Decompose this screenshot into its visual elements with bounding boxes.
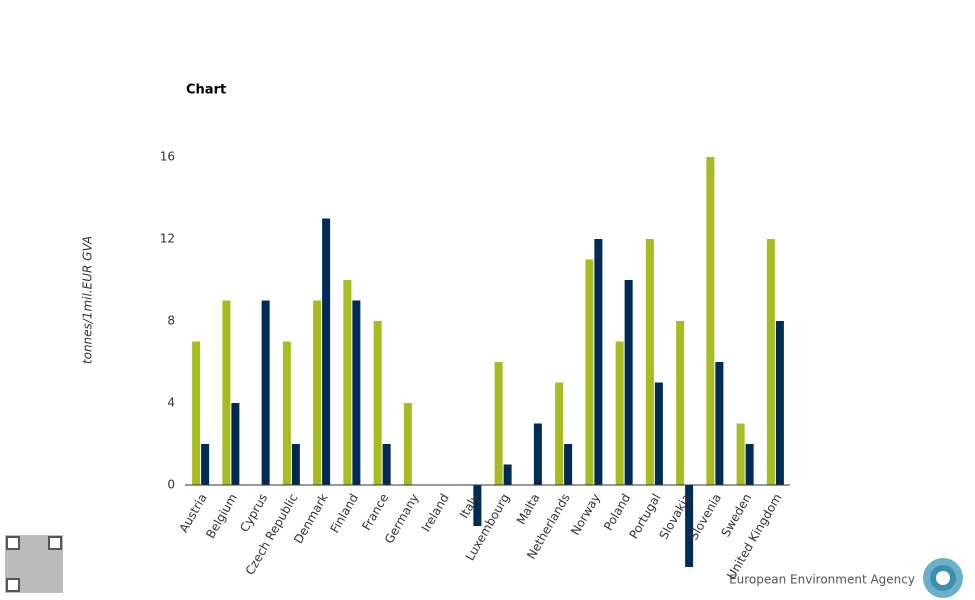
bar [745,444,754,485]
bar [291,444,300,485]
bar [706,157,715,485]
x-tick-label: Ireland [419,491,452,534]
y-tick-label: 16 [160,150,175,164]
bar [533,423,542,485]
bar [585,259,594,485]
bar [382,444,391,485]
bar [715,362,724,485]
x-tick-label: France [359,491,391,533]
y-tick-label: 0 [167,478,175,492]
y-tick-label: 8 [167,314,175,328]
bar [403,403,412,485]
bar [503,464,512,485]
x-tick-label: Cyprus [237,491,270,534]
bar [473,485,482,526]
y-axis-label: tonnes/1mil.EUR GVA [81,236,95,364]
y-tick-label: 4 [167,396,175,410]
bar [676,321,685,485]
agency-name: European Environment Agency [729,573,915,587]
bar [231,403,240,485]
bar [624,280,633,485]
bar [494,362,503,485]
bar [192,341,201,485]
qr-code [5,535,63,593]
bar [594,239,603,485]
bar [313,300,322,485]
x-tick-label: Norway [568,491,603,537]
bar [555,382,564,485]
bar [775,321,784,485]
bar [201,444,210,485]
bar [685,485,694,567]
bar [736,423,745,485]
bar [564,444,573,485]
x-tick-label: Finland [327,491,361,535]
y-tick-label: 12 [160,232,175,246]
agency-logo [923,558,963,598]
bar [645,239,654,485]
bar [654,382,663,485]
bar [343,280,352,485]
bar [352,300,361,485]
x-tick-label: Austria [176,491,209,535]
chart-title: Chart [186,83,226,98]
bar [282,341,291,485]
bar [322,218,331,485]
x-tick-label: Poland [601,491,633,533]
x-tick-label: Malta [514,491,543,527]
bar [615,341,624,485]
bar [261,300,270,485]
bar [222,300,231,485]
bar [766,239,775,485]
bar [373,321,382,485]
